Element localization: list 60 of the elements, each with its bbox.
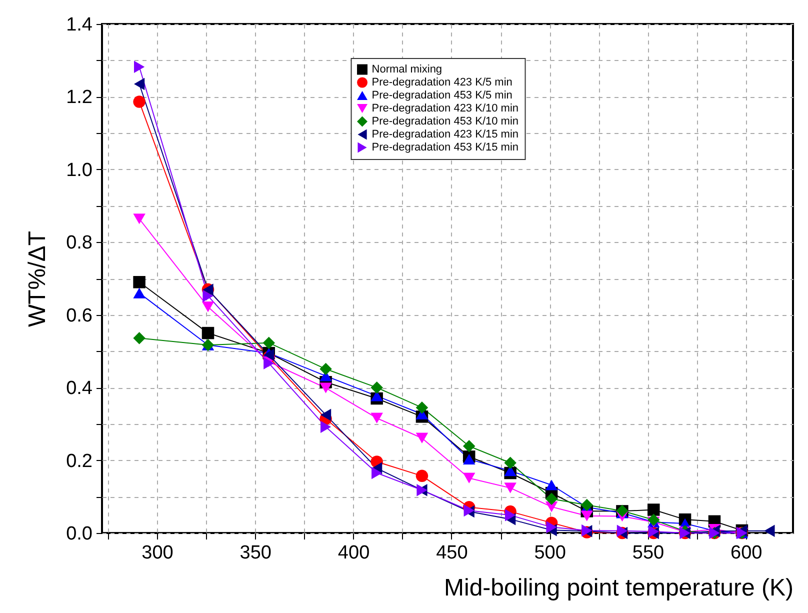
- y-tick-label: 1.2: [66, 87, 92, 108]
- point: [616, 524, 628, 537]
- x-axis-title: Mid-boiling point temperature (K): [444, 574, 794, 602]
- point: [370, 381, 383, 394]
- point: [320, 362, 332, 376]
- y-tick-label: 0.6: [66, 305, 92, 326]
- point: [320, 408, 332, 421]
- point: [133, 332, 146, 344]
- point: [202, 326, 214, 340]
- point: [320, 382, 332, 394]
- point: [764, 524, 775, 537]
- x-tick-label: 550: [632, 542, 664, 564]
- point: [133, 288, 146, 298]
- legend-label: Pre-degradation 423 K/5 min: [372, 76, 512, 88]
- point: [416, 432, 428, 444]
- y-tick-label: 1.0: [66, 160, 92, 181]
- point: [580, 498, 593, 512]
- point: [133, 276, 146, 288]
- y-axis-title: WT%/ΔT: [24, 230, 52, 328]
- legend-label: Normal mixing: [372, 64, 442, 76]
- x-tick-label: 400: [338, 542, 370, 564]
- point: [202, 290, 214, 302]
- x-tick-label: 600: [730, 542, 762, 564]
- legend-label: Pre-degradation 453 K/15 min: [372, 142, 519, 154]
- point: [545, 492, 558, 505]
- point: [372, 466, 382, 480]
- y-tick-label: 1.4: [66, 14, 93, 36]
- x-tick-label: 500: [534, 542, 566, 564]
- x-tick-label: 350: [240, 542, 272, 564]
- point: [262, 336, 275, 349]
- point: [134, 78, 145, 90]
- point: [545, 480, 558, 490]
- y-tick-label: 0.2: [66, 450, 92, 472]
- x-tick-label: 300: [142, 542, 174, 564]
- point: [134, 60, 145, 74]
- legend-label: Pre-degradation 423 K/10 min: [372, 102, 519, 114]
- point: [462, 472, 476, 484]
- point: [648, 504, 660, 516]
- point: [504, 456, 516, 469]
- point: [416, 470, 428, 482]
- y-tick-label: 0.4: [66, 378, 93, 400]
- point: [370, 412, 383, 424]
- point: [580, 510, 593, 522]
- point: [133, 96, 146, 108]
- point: [546, 521, 557, 534]
- x-tick-label: 450: [436, 542, 468, 564]
- point: [416, 401, 428, 414]
- legend-label: Pre-degradation 453 K/5 min: [372, 90, 512, 102]
- y-tick-label: 0.0: [66, 524, 92, 544]
- point: [462, 440, 476, 452]
- y-tick-label: 0.8: [66, 232, 92, 254]
- point: [133, 214, 146, 224]
- point: [504, 482, 516, 494]
- point: [462, 454, 476, 464]
- point: [648, 514, 660, 526]
- point: [202, 302, 214, 312]
- legend-label: Pre-degradation 423 K/15 min: [372, 128, 519, 140]
- point: [320, 420, 332, 433]
- point: [505, 509, 516, 522]
- legend-label: Pre-degradation 453 K/10 min: [372, 116, 519, 128]
